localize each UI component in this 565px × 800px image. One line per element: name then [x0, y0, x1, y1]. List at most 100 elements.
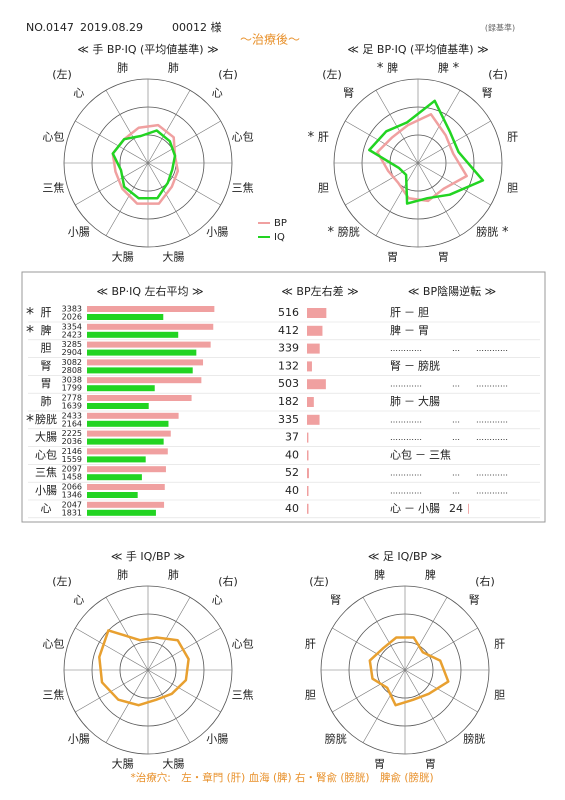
diff-value: 37: [285, 431, 299, 444]
diff-value: 339: [278, 342, 299, 355]
axis-label: 脾: [387, 60, 398, 74]
organ-name: 大腸: [35, 430, 57, 444]
axis-label: 胆: [318, 181, 329, 194]
iq-value: 2026: [62, 313, 82, 322]
chart-title: ≪ 手 BP·IQ (平均値基準) ≫: [77, 42, 218, 56]
reversal-dots: …: [452, 433, 460, 442]
patient: 00012 様: [172, 20, 222, 34]
bp-value: 2225: [62, 429, 82, 438]
reversal-dots: …………: [390, 469, 422, 478]
table-header: ≪ BP·IQ 左右平均 ≫: [96, 284, 203, 298]
diff-bar: [307, 308, 327, 318]
series-line: [111, 129, 177, 200]
reversal-dots: …………: [390, 433, 422, 442]
reversal-text: －: [404, 502, 415, 515]
reversal-dots: …: [452, 344, 460, 353]
bp-value: 3082: [62, 358, 82, 367]
side-label: (左): [52, 68, 72, 81]
reversal-text: －: [404, 306, 415, 319]
iq-bar: [87, 509, 156, 516]
reversal-dots: …………: [476, 344, 508, 353]
axis-mark: *: [502, 225, 509, 240]
reversal-dots: …………: [390, 380, 422, 389]
diff-value: 516: [278, 306, 299, 319]
bp-bar: [87, 501, 165, 508]
diff-value: 40: [285, 484, 299, 497]
iq-bar: [87, 349, 197, 356]
axis-label: 膀胱: [338, 224, 360, 238]
iq-bar: [87, 456, 146, 463]
spoke: [75, 120, 149, 164]
axis-label: 肺: [168, 568, 179, 581]
organ-name: 三焦: [35, 466, 57, 479]
reversal-dots: …………: [390, 415, 422, 424]
organ-name: 小腸: [35, 484, 57, 497]
diff-value: 40: [285, 502, 299, 515]
axis-label: 脾: [374, 567, 385, 581]
spoke: [404, 669, 478, 713]
diff-bar: [307, 503, 309, 514]
axis-label: 胆: [494, 688, 505, 701]
side-label: (左): [309, 575, 329, 588]
reversal-text: 胃: [418, 324, 429, 337]
iq-value: 2423: [62, 330, 82, 339]
axis-label: 腎: [469, 594, 480, 607]
spoke: [362, 669, 406, 743]
diff-bar: [307, 414, 320, 425]
diff-value: 40: [285, 448, 299, 461]
iq-value: 1799: [62, 384, 82, 393]
reversal-text: 心包: [390, 448, 412, 461]
axis-label: 腎: [330, 594, 341, 607]
axis-label: 腎: [343, 87, 354, 100]
spoke: [105, 597, 149, 671]
bp-bar: [87, 395, 192, 401]
legend-label: IQ: [274, 232, 285, 243]
basis-note: (録基準): [485, 23, 515, 33]
reversal-text: 脾: [390, 323, 401, 337]
reversal-value: 24: [449, 502, 463, 515]
iq-value: 2036: [62, 437, 82, 446]
table-header: ≪ BP陰陽逆転 ≫: [408, 284, 496, 298]
reversal-dots: …: [452, 469, 460, 478]
bp-value: 2066: [62, 483, 82, 492]
spoke: [404, 597, 448, 671]
diff-bar: [307, 486, 309, 496]
spoke: [147, 162, 221, 206]
series-line: [368, 99, 485, 205]
bp-bar: [87, 377, 202, 384]
axis-label: 胃: [438, 251, 449, 264]
axis-label: 三焦: [42, 181, 64, 194]
axis-label: 腎: [482, 87, 493, 100]
axis-mark: *: [453, 61, 460, 76]
iq-value: 2164: [62, 419, 82, 428]
side-label: (右): [475, 574, 495, 588]
organ-name: 胆: [41, 342, 52, 355]
spoke: [105, 90, 149, 164]
diff-bar: [307, 325, 323, 336]
axis-label: 肝: [305, 638, 316, 651]
reversal-dots: …: [452, 487, 460, 496]
organ-name: 腎: [41, 359, 52, 372]
iq-bar: [87, 474, 142, 481]
spoke: [147, 597, 191, 671]
diff-bar: [307, 468, 309, 479]
axis-label: 小腸: [68, 732, 90, 745]
chart-title: ≪ 足 BP·IQ (平均値基準) ≫: [347, 42, 488, 56]
row-mark: *: [26, 410, 34, 429]
reversal-text: 三焦: [429, 448, 451, 461]
axis-label: 膀胱: [325, 731, 347, 745]
bp-value: 3285: [62, 340, 82, 349]
organ-name: 心: [41, 502, 52, 515]
reversal-text: －: [404, 395, 415, 408]
organ-name: 心包: [35, 448, 57, 461]
axis-label: 心: [212, 594, 223, 607]
diff-value: 503: [278, 377, 299, 390]
bp-bar: [87, 323, 214, 330]
axis-label: 小腸: [206, 732, 228, 745]
axis-label: 小腸: [206, 225, 228, 238]
diff-bar: [307, 450, 309, 461]
axis-label: 膀胱: [463, 731, 485, 745]
organ-name: 肝: [41, 306, 52, 319]
bp-value: 2047: [62, 500, 82, 509]
